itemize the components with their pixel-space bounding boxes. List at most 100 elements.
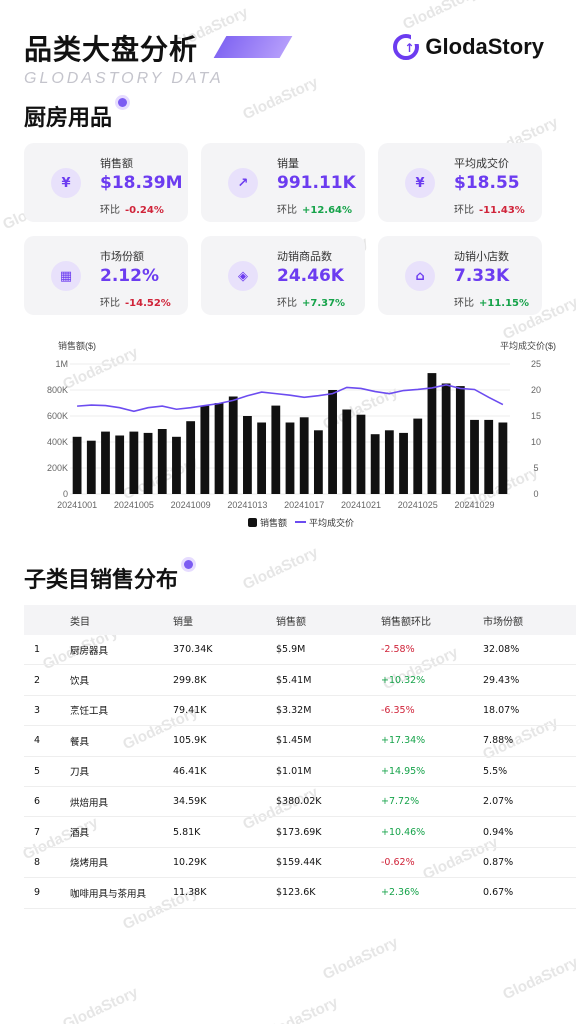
- subcategory-table: 类目 销量 销售额 销售额环比 市场份额 1 厨房器具 370.34K $5.9M -2.58%…: [24, 605, 576, 909]
- kpi-value: 2.12%: [100, 266, 159, 286]
- sales-cell: $5.41M: [276, 674, 312, 686]
- rank-cell: 6: [34, 796, 41, 808]
- kpi-change: 环比 -14.52%: [100, 294, 171, 309]
- daily-sales-chart: 销售额($) 平均成交价($) 0 200K 400K 600K 800K 1M 0 5 10 15 2…: [47, 340, 556, 528]
- volume-cell: 105.9K: [173, 735, 207, 747]
- share-cell: 29.43%: [483, 674, 520, 686]
- kpi-grid: ¥ 销售额 $18.39M 环比 -0.24% ↗ 销量 991.11K 环比 +12.64% ¥ 平…: [24, 143, 544, 315]
- kpi-icon-glyph: ↗: [237, 175, 249, 191]
- sales-cell: $5.9M: [276, 644, 306, 656]
- share-cell: 0.94%: [483, 826, 514, 838]
- category-cell: 酒具: [70, 828, 90, 840]
- sales-bar: [186, 421, 196, 494]
- kpi-value: 7.33K: [454, 266, 510, 286]
- volume-cell: 34.59K: [173, 796, 207, 808]
- sales-bar: [200, 405, 210, 494]
- category-cell: 饮具: [70, 676, 90, 688]
- share-cell: 18.07%: [483, 704, 520, 716]
- section-title-text: 子类目销售分布: [24, 568, 179, 593]
- table-header-cell: 销售额环比: [381, 616, 431, 628]
- kpi-change-value: -0.24%: [125, 205, 164, 216]
- left-tick-label: 1M: [55, 359, 68, 369]
- volume-cell: 46.41K: [173, 765, 207, 777]
- table-header-cell: 类目: [70, 616, 90, 628]
- grid-icon: ▦: [51, 261, 81, 291]
- sales-bar: [370, 434, 380, 494]
- kpi-card: ¥ 平均成交价 $18.55 环比 -11.43%: [378, 143, 542, 222]
- sales-bar: [399, 432, 408, 494]
- sales-bar: [129, 431, 139, 494]
- right-tick-label: 0: [533, 489, 538, 499]
- kpi-value: $18.39M: [100, 173, 183, 193]
- kpi-change: 环比 +12.64%: [277, 201, 352, 216]
- volume-cell: 10.29K: [173, 856, 207, 868]
- sales-bar: [356, 414, 366, 494]
- right-axis-label: 平均成交价($): [500, 340, 556, 351]
- change-cell: +10.46%: [381, 826, 426, 838]
- right-tick-label: 25: [531, 359, 541, 369]
- volume-cell: 11.38K: [173, 887, 207, 899]
- sales-bar: [172, 436, 181, 494]
- rank-cell: 8: [34, 856, 41, 868]
- table-row: 2 饮具 299.8K $5.41M +10.32% 29.43%: [24, 665, 576, 696]
- kpi-icon-glyph: ◈: [238, 268, 248, 284]
- volume-cell: 370.34K: [173, 644, 213, 656]
- rank-cell: 2: [34, 674, 41, 686]
- kpi-change-label: 环比: [277, 205, 297, 216]
- kpi-card: ▦ 市场份额 2.12% 环比 -14.52%: [24, 236, 188, 315]
- sales-bar: [285, 422, 295, 494]
- page-title: 品类大盘分析: [24, 33, 199, 66]
- share-cell: 0.67%: [483, 887, 514, 899]
- sales-bar: [498, 422, 508, 494]
- sales-cell: $123.6K: [276, 887, 316, 899]
- legend-label-price: 平均成交价: [309, 517, 354, 528]
- kpi-change: 环比 +11.15%: [454, 294, 529, 309]
- kpi-card: ↗ 销量 991.11K 环比 +12.64%: [201, 143, 365, 222]
- sales-cell: $159.44K: [276, 856, 322, 868]
- watermark-text: GlodaStory: [500, 953, 576, 1004]
- store-icon: ⌂: [405, 261, 435, 291]
- kpi-change: 环比 -0.24%: [100, 201, 164, 216]
- kpi-card: ◈ 动销商品数 24.46K 环比 +7.37%: [201, 236, 365, 315]
- money-bag-icon: ¥: [51, 168, 81, 198]
- category-cell: 刀具: [70, 767, 90, 779]
- kpi-icon-glyph: ⌂: [415, 268, 425, 284]
- shopping-bag-icon: ◈: [228, 261, 258, 291]
- sales-cell: $1.45M: [276, 735, 312, 747]
- volume-cell: 79.41K: [173, 704, 207, 716]
- left-tick-label: 600K: [47, 411, 68, 421]
- kpi-card: ¥ 销售额 $18.39M 环比 -0.24%: [24, 143, 188, 222]
- kpi-change-label: 环比: [277, 298, 297, 309]
- kpi-change-label: 环比: [100, 205, 120, 216]
- x-tick-label: 20241029: [454, 500, 494, 510]
- volume-cell: 5.81K: [173, 826, 201, 838]
- sales-bar: [72, 436, 82, 494]
- category-cell: 厨房器具: [70, 645, 109, 657]
- left-tick-label: 800K: [47, 385, 68, 395]
- sales-bar: [470, 419, 479, 494]
- table-row: 3 烹饪工具 79.41K $3.32M -6.35% 18.07%: [24, 696, 576, 727]
- kpi-icon-glyph: ¥: [61, 175, 71, 191]
- sales-bar: [299, 417, 309, 494]
- kpi-change-label: 环比: [454, 298, 474, 309]
- logo-text: GlodaStory: [425, 34, 544, 59]
- change-cell: +2.36%: [381, 887, 420, 899]
- category-cell: 烹饪工具: [70, 706, 109, 718]
- x-tick-label: 20241013: [227, 500, 267, 510]
- sales-bar: [484, 419, 494, 494]
- kpi-change: 环比 +7.37%: [277, 294, 345, 309]
- rank-cell: 7: [34, 826, 41, 838]
- rank-cell: 9: [34, 887, 41, 899]
- kpi-label: 平均成交价: [454, 157, 509, 170]
- left-tick-label: 0: [63, 489, 68, 499]
- change-cell: +14.95%: [381, 765, 426, 777]
- sales-cell: $380.02K: [276, 796, 322, 808]
- section-dot-icon: [184, 560, 194, 569]
- share-cell: 7.88%: [483, 735, 514, 747]
- table-row: 5 刀具 46.41K $1.01M +14.95% 5.5%: [24, 757, 576, 787]
- change-cell: +17.34%: [381, 735, 426, 747]
- sales-bar: [86, 440, 96, 494]
- right-tick-label: 15: [531, 411, 541, 421]
- watermark-text: GlodaStory: [60, 983, 141, 1024]
- kpi-icon-glyph: ¥: [415, 175, 425, 191]
